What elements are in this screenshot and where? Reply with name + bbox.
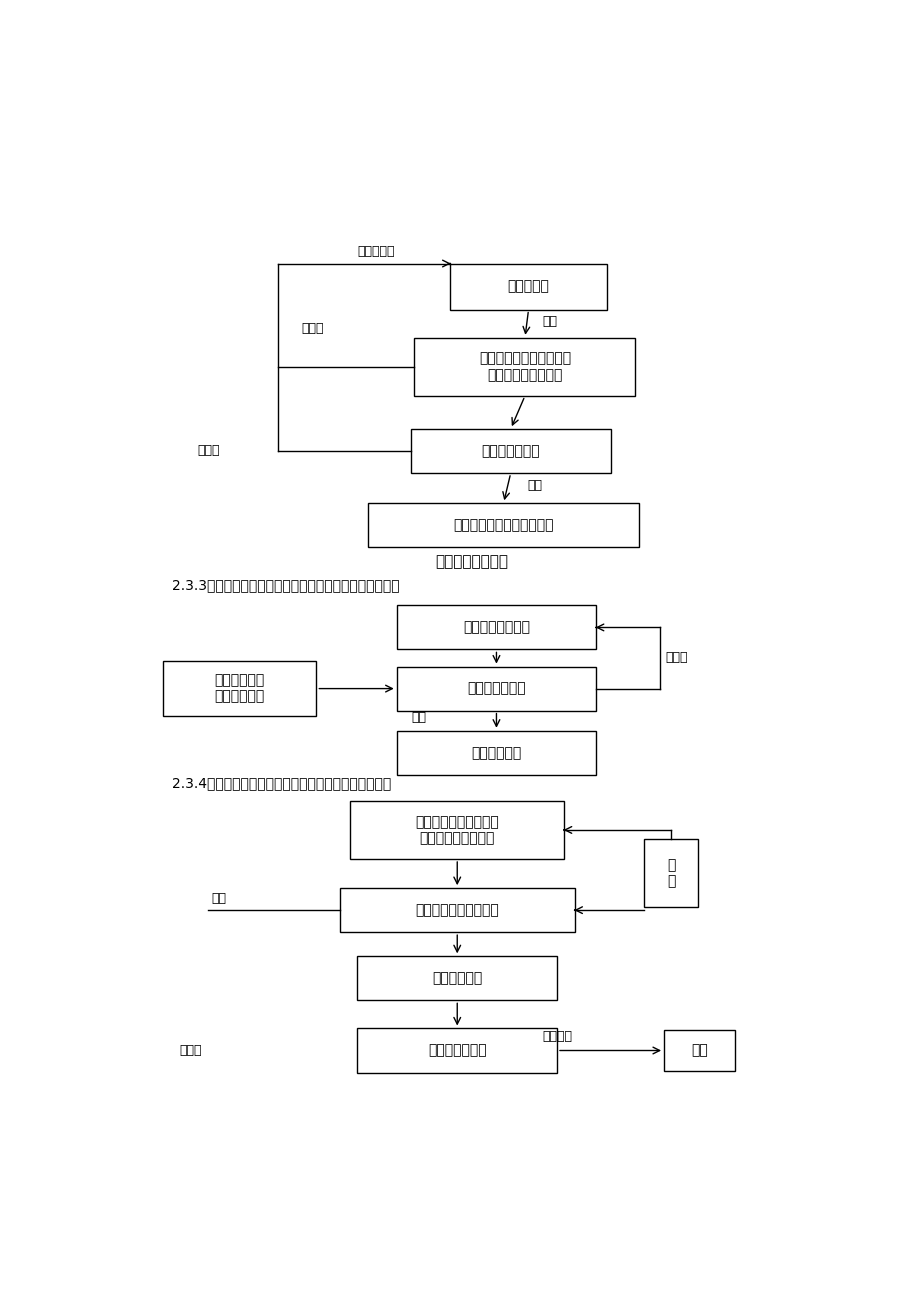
- Bar: [357, 956, 557, 1000]
- Text: 填写报验申请: 填写报验申请: [432, 971, 482, 986]
- Bar: [396, 730, 596, 775]
- Text: 不合格: 不合格: [179, 1044, 201, 1057]
- Text: 承包人自检: 承包人自检: [507, 280, 549, 293]
- Text: 合格: 合格: [542, 315, 557, 328]
- Bar: [396, 605, 596, 650]
- Text: 质量检查程序框图: 质量检查程序框图: [435, 553, 507, 569]
- Text: 复检: 复检: [211, 892, 226, 905]
- Bar: [396, 667, 596, 711]
- Text: 退场: 退场: [690, 1043, 708, 1057]
- Text: 合格: 合格: [527, 479, 541, 492]
- Text: 项目监理部审查: 项目监理部审查: [467, 681, 525, 695]
- Bar: [449, 263, 607, 310]
- Text: 不合格: 不合格: [664, 651, 687, 664]
- Text: 项目监理部审查: 项目监理部审查: [427, 1043, 486, 1057]
- Text: 返工或修补: 返工或修补: [357, 245, 394, 258]
- Text: 不合格: 不合格: [197, 444, 220, 457]
- Text: 2.3.4工程材料和工程设备检验工作中的监理程序如下：: 2.3.4工程材料和工程设备检验工作中的监理程序如下：: [172, 776, 391, 790]
- Bar: [163, 661, 316, 716]
- Bar: [357, 1029, 557, 1073]
- Bar: [368, 503, 639, 547]
- Text: 签认分项工程中间交工证书: 签认分项工程中间交工证书: [453, 518, 553, 533]
- Text: 填报检验申请批复单及分
项工程中间交工证书: 填报检验申请批复单及分 项工程中间交工证书: [479, 352, 571, 381]
- Bar: [643, 838, 698, 907]
- Text: 2.3.3测量、施工放样与施工测量工作中的监理程序如下：: 2.3.3测量、施工放样与施工测量工作中的监理程序如下：: [172, 578, 399, 592]
- Bar: [350, 801, 563, 859]
- Text: 承包人自检或外委检验: 承包人自检或外委检验: [414, 904, 499, 917]
- Text: 复检不合: 复检不合: [542, 1030, 573, 1043]
- Text: 进入下道工序: 进入下道工序: [471, 746, 521, 760]
- Bar: [339, 888, 574, 932]
- Text: 见
证: 见 证: [666, 858, 675, 888]
- Text: 项目监理部检查: 项目监理部检查: [481, 444, 539, 458]
- Text: 承包人测量、放样: 承包人测量、放样: [462, 621, 529, 634]
- Text: 合格: 合格: [411, 711, 425, 724]
- Text: 不合格: 不合格: [301, 322, 324, 335]
- Bar: [411, 428, 610, 473]
- Text: 承包人外观检查（产品
合格证及检验报告）: 承包人外观检查（产品 合格证及检验报告）: [414, 815, 499, 845]
- Bar: [414, 337, 635, 396]
- Text: 承包人与监理
联合测量、放: 承包人与监理 联合测量、放: [214, 673, 265, 703]
- Bar: [664, 1030, 734, 1070]
